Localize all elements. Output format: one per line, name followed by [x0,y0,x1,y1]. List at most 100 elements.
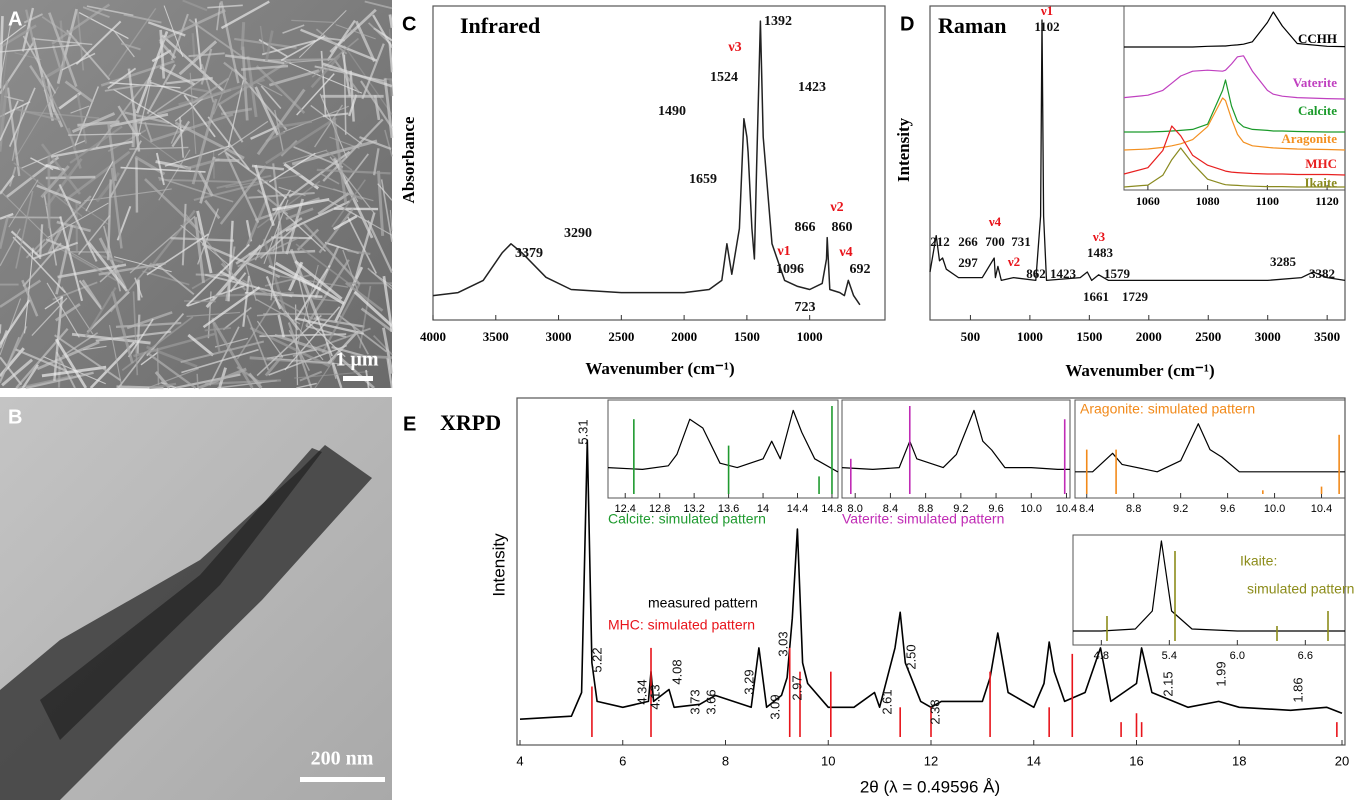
needle [107,123,117,182]
series-label: Vaterite [1293,75,1338,90]
needle [191,98,218,185]
needle [25,371,94,390]
needle [0,44,80,53]
needle [55,224,74,295]
needle [0,216,9,249]
needle [140,351,159,366]
needle [241,64,289,71]
needle [98,262,166,276]
needle [294,264,331,321]
needle [134,277,143,298]
needle [0,23,12,83]
needle [159,29,166,79]
needle [260,85,282,110]
peak-label: 3.66 [703,689,718,714]
needle [265,275,282,310]
needle [14,107,61,122]
needle [149,81,199,100]
spectrum-line [1123,147,1345,188]
needle [111,291,134,364]
needle [159,66,196,86]
needle [185,158,220,171]
needle [63,150,131,202]
needle [186,311,241,317]
needle [170,13,189,61]
x-tick-label: 1000 [1017,329,1043,344]
needle [126,311,173,330]
spectrum-line [607,409,839,473]
needle [316,168,391,175]
needle [1,358,34,387]
plot-title: Infrared [460,13,540,38]
needle [149,382,177,390]
needle [149,113,234,143]
needle [300,28,378,62]
x-tick-label: 13.2 [683,503,704,515]
series-label: MHC [1305,156,1337,171]
needle [70,105,90,114]
needle [192,77,230,105]
needle [55,303,81,322]
needle [29,65,45,88]
needle [42,76,51,103]
plot-frame [1123,5,1346,191]
needle [193,180,269,201]
x-tick-label: 10.0 [1021,503,1042,515]
needle [256,312,290,317]
needle [303,317,346,358]
needle [225,246,236,302]
needle [360,307,393,333]
needle [207,4,243,9]
needle [123,13,162,24]
scale-bar [343,376,373,381]
needle [366,220,394,273]
y-axis-label: Absorbance [399,116,418,203]
peak-label: 1661 [1083,289,1109,304]
x-tick-label: 3000 [546,329,572,344]
peak-label: 4.13 [647,684,662,709]
needle [147,368,199,389]
plot-frame [929,5,1346,321]
x-tick-label: 1500 [734,329,760,344]
needle [82,6,110,18]
needle [89,341,136,389]
series-label: Calcite: simulated pattern [608,511,766,527]
x-tick-label: 8 [722,753,729,768]
needle [57,246,119,283]
needle [248,372,263,389]
peak-label: 731 [1011,234,1031,249]
scale-bar-label: 200 nm [311,748,374,770]
needle [268,264,322,291]
needle [291,19,336,24]
needle [174,97,204,122]
needle [110,167,123,249]
needle [222,306,252,331]
needle [64,80,94,104]
x-tick-label: 9.2 [1173,503,1188,515]
spectrum-line [929,19,1346,282]
needle [85,161,114,212]
needle [24,247,34,334]
needle [8,87,36,147]
needle [109,140,142,198]
x-tick-label: 1500 [1076,329,1102,344]
needle [295,264,319,349]
x-tick-label: 3500 [483,329,509,344]
needle [51,45,62,68]
peak-label: 1.86 [1290,677,1305,702]
needle [48,12,78,88]
panel-label: D [900,13,914,35]
needle [227,80,245,148]
needle [108,324,123,389]
needle [319,172,340,185]
needle [14,86,59,159]
x-tick-label: 10.4 [1056,503,1077,515]
scale-bar [300,777,385,782]
needle [40,143,81,195]
x-tick-label: 4 [516,753,523,768]
needle [188,52,225,58]
spectrum-line [1123,55,1346,100]
x-tick-label: 8.4 [883,503,898,515]
needle [196,373,199,389]
